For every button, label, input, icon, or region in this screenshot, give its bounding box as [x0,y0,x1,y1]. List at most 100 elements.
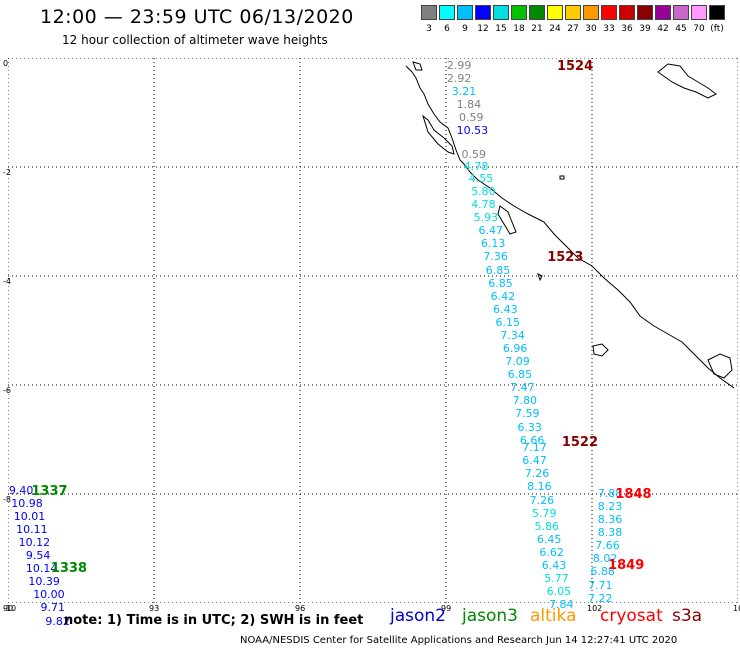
scale-label: 6 [444,24,450,34]
wave-height-value: 7.88 [597,487,623,500]
x-tick-label: 90 [3,604,14,613]
footer-note: note: 1) Time is in UTC; 2) SWH is in fe… [64,613,364,628]
wave-height-value: 9.40 [8,483,34,497]
wave-height-value: 5.77 [544,572,569,586]
wave-height-value: 7.66 [595,539,620,553]
scale-label: 24 [549,24,561,34]
wave-height-value: 8.36 [597,513,623,527]
island [707,353,733,379]
wave-height-value: 5.93 [473,211,499,225]
wave-height-value: 6.15 [495,315,521,329]
wave-height-value: 10.01 [13,509,46,523]
wave-height-value: 6.66 [519,433,545,447]
scale-swatch [637,5,653,20]
island [592,343,609,357]
wave-height-value: 5.80 [471,185,496,199]
scale-label: 12 [477,24,489,34]
wave-height-value: 6.42 [490,289,516,303]
wave-height-value: 8.23 [597,500,623,514]
wave-height-value: 5.86 [534,519,559,533]
wave-height-value: 6.47 [478,224,504,238]
wave-height-value: 6.85 [488,276,513,290]
wave-height-value: 7.36 [483,250,508,264]
y-tick-label: -10 [3,604,17,613]
pass-number-label: 1849 [608,557,645,573]
coastline [405,65,735,389]
scale-swatch [529,5,545,20]
island [497,205,517,235]
scale-swatch [457,5,473,20]
wave-height-value: 10.12 [18,536,51,550]
wave-height-value: 10.98 [11,496,43,510]
wave-height-value: 7.47 [510,381,535,395]
wave-height-value: 2.99 [446,58,472,72]
scale-swatch [691,5,707,20]
wave-height-value: 4.55 [468,171,494,185]
scale-label: 42 [657,24,669,34]
wave-height-value: 6.45 [536,532,562,546]
island [657,63,717,99]
scale-swatch [511,5,527,20]
wave-height-value: 1.84 [456,97,482,111]
map-subtitle: 12 hour collection of altimeter wave hei… [62,33,328,47]
legend-cryosat: cryosat [600,606,663,626]
scale-swatch [619,5,635,20]
wave-height-value: 5.79 [532,506,557,520]
scale-label: 21 [531,24,543,34]
wave-height-value: 10.53 [456,124,489,138]
scale-swatch [565,5,581,20]
y-tick-label: -8 [3,495,11,504]
wave-height-value: 8.38 [597,526,623,540]
wave-height-value: 4.78 [471,198,496,212]
wave-height-value: 9.82 [45,614,70,628]
wave-height-value: 8.16 [527,480,552,494]
scale-swatch [421,5,437,20]
wave-height-value: 7.84 [549,598,574,612]
wave-height-value: 3.21 [451,84,477,98]
y-tick-label: 0 [3,59,9,68]
scale-swatch [601,5,617,20]
pass-number-label: 1522 [561,434,599,450]
island [412,61,423,71]
scale-swatch [673,5,689,20]
x-tick-label: 93 [149,604,160,613]
map-title: 12:00 — 23:59 UTC 06/13/2020 [40,6,354,28]
pass-number-label: 1338 [50,561,88,577]
wave-height-value: 10.14 [25,562,58,576]
scale-swatch [475,5,491,20]
scale-label: 9 [462,24,468,34]
wave-height-value: 10.00 [33,588,65,602]
wave-height-value: 7.34 [500,328,525,342]
wave-height-value: 6.43 [493,302,518,316]
wave-height-value: 7.09 [505,355,530,369]
wave-height-value: 7.80 [512,394,538,408]
lat-lon-grid [8,58,738,603]
scale-label: 33 [603,24,615,34]
scale-label: (ft) [710,24,724,34]
scale-swatch [655,5,671,20]
scale-swatch [493,5,509,20]
wave-height-value: 0.59 [461,148,486,161]
wave-height-value: 6.33 [517,420,542,434]
pass-number-label: 1848 [615,487,652,502]
wave-height-value: 0.59 [459,110,484,124]
wave-height-value: 6.96 [502,342,528,356]
legend-s3a: s3a [672,606,703,626]
pass-number-label: 1337 [31,483,68,499]
legend-jason2: jason2 [390,606,446,626]
wave-height-value: 9.71 [40,601,66,615]
pass-number-label: 1524 [556,58,594,74]
scale-label: 30 [585,24,597,34]
y-tick-label: -2 [3,168,11,177]
wave-height-value: 6.43 [541,558,567,572]
legend-altika: altika [530,606,577,626]
scale-label: 70 [693,24,705,34]
credit-line: NOAA/NESDIS Center for Satellite Applica… [240,635,678,646]
scale-label: 27 [567,24,579,34]
scale-swatch [547,5,563,20]
scale-swatch [583,5,599,20]
scale-label: 39 [639,24,651,34]
scale-label: 18 [513,24,525,34]
legend-jason3: jason3 [462,606,518,626]
wave-height-value: 6.13 [480,237,506,251]
